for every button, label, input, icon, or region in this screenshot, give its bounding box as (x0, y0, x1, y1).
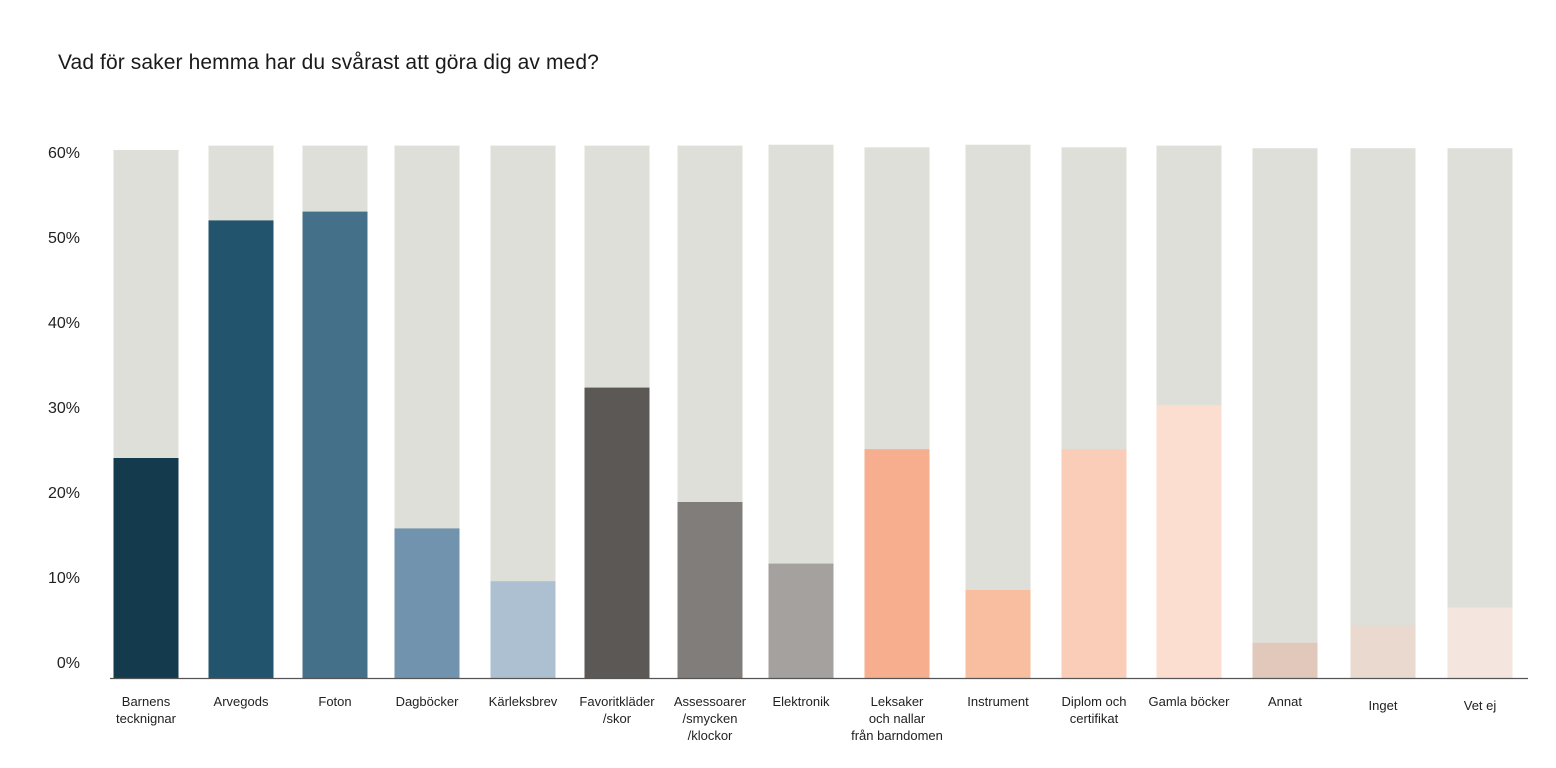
bar (394, 528, 460, 678)
bar (864, 449, 930, 678)
background-bar (1350, 148, 1416, 679)
bar (965, 590, 1031, 678)
bar (1156, 405, 1222, 678)
x-tick-label: Vet ej (1463, 698, 1497, 713)
bar (1350, 625, 1416, 678)
y-tick-label: 0% (56, 655, 80, 672)
y-tick-label: 30% (47, 400, 80, 417)
x-tick-label: Diplom och certifikat (1061, 694, 1127, 726)
value-bars (113, 211, 1513, 678)
bar (1447, 607, 1513, 678)
chart-title: Vad för saker hemma har du svårast att g… (58, 51, 599, 74)
x-tick-label: Elektronik (772, 694, 830, 709)
x-tick-label: Leksaker och nallar från barndomen (851, 694, 943, 743)
x-tick-label: Gamla böcker (1148, 694, 1230, 709)
y-tick-label: 20% (47, 485, 80, 502)
x-tick-label: Assessoarer /smycken /klockor (673, 694, 747, 743)
bar (1061, 449, 1127, 678)
bar (302, 211, 368, 678)
x-tick-label: Annat (1268, 694, 1302, 709)
x-tick-label: Instrument (967, 694, 1029, 709)
x-tick-label: Favoritkläder /skor (579, 694, 655, 726)
x-tick-label: Inget (1368, 698, 1398, 713)
background-bar (965, 144, 1031, 679)
bar (677, 502, 743, 678)
bar (1252, 642, 1318, 678)
x-tick-label: Foton (318, 694, 352, 709)
x-tick-label: Barnens tecknignar (116, 694, 176, 726)
background-bar (1252, 148, 1318, 679)
x-tick-label: Dagböcker (395, 694, 459, 709)
x-tick-label: Arvegods (213, 694, 269, 709)
y-tick-label: 10% (47, 570, 80, 587)
y-tick-label: 50% (47, 230, 80, 247)
bar (113, 458, 179, 678)
bar (490, 581, 556, 678)
x-tick-label: Kärleksbrev (488, 694, 558, 709)
bar (584, 387, 650, 678)
y-tick-label: 60% (47, 145, 80, 162)
bar (208, 220, 274, 678)
background-bar (1447, 148, 1513, 679)
y-tick-label: 40% (47, 315, 80, 332)
bar (768, 563, 834, 678)
